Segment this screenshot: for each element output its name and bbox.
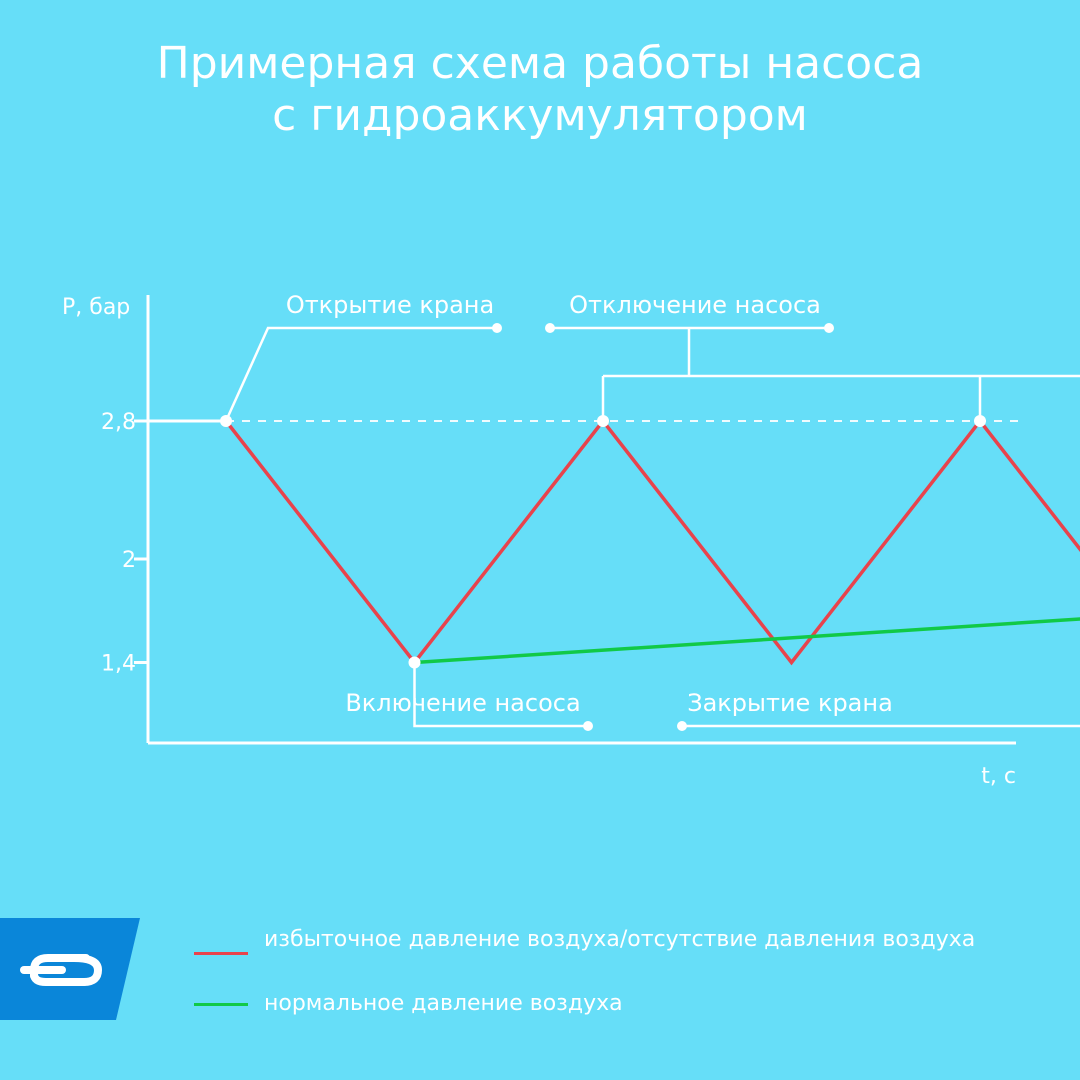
annotation-brackets — [224, 326, 1080, 728]
chart-legend: избыточное давление воздуха/отсутствие д… — [190, 928, 990, 1016]
y-ticks: 2,8 2 1,4 — [101, 410, 148, 677]
bracket-end-dot — [677, 721, 687, 731]
bracket-end-dot — [583, 721, 593, 731]
legend-item-green: нормальное давление воздуха — [190, 992, 990, 1016]
chart-title: Примерная схема работы насоса с гидроакк… — [0, 38, 1080, 142]
label-open-tap: Открытие крана — [286, 291, 494, 319]
event-markers — [220, 323, 986, 731]
annotation-labels: Открытие крана Отключение насоса Включение… — [286, 291, 893, 717]
pressure-chart: P, бар t, с 2,8 2 1,4 Открытие крана Отключ… — [62, 291, 1080, 789]
label-pump-off: Отключение насоса — [569, 291, 821, 319]
y-tick-label: 2 — [122, 548, 136, 573]
brand-logo-icon — [0, 918, 140, 1020]
bracket-pump-on — [413, 662, 588, 728]
label-pump-on: Включение насоса — [345, 689, 580, 717]
series-line-green — [414, 617, 1080, 665]
legend-label-red: избыточное давление воздуха/отсутствие д… — [264, 927, 976, 952]
legend-item-red: избыточное давление воздуха/отсутствие д… — [190, 928, 990, 978]
bracket-open-tap — [224, 326, 497, 422]
label-close-tap: Закрытие крана — [687, 689, 893, 717]
series-line-red — [224, 418, 1080, 666]
event-point — [597, 415, 609, 427]
chart-axes: P, бар t, с — [62, 295, 1016, 789]
chart-title-line-2: с гидроаккумулятором — [272, 90, 808, 141]
chart-title-line-1: Примерная схема работы насоса — [156, 38, 924, 89]
y-tick-label: 1,4 — [101, 652, 136, 677]
data-series — [224, 418, 1080, 666]
event-point — [974, 415, 986, 427]
legend-swatch-red — [194, 952, 248, 955]
bracket-end-dot — [545, 323, 555, 333]
legend-swatch-green — [194, 1003, 248, 1006]
bracket-end-dot — [492, 323, 502, 333]
x-axis-label: t, с — [981, 764, 1016, 789]
legend-label-green: нормальное давление воздуха — [264, 991, 623, 1016]
event-point — [408, 656, 421, 669]
bracket-end-dot — [824, 323, 834, 333]
event-point — [220, 415, 232, 427]
y-tick-label: 2,8 — [101, 410, 136, 435]
y-axis-label: P, бар — [62, 295, 130, 320]
